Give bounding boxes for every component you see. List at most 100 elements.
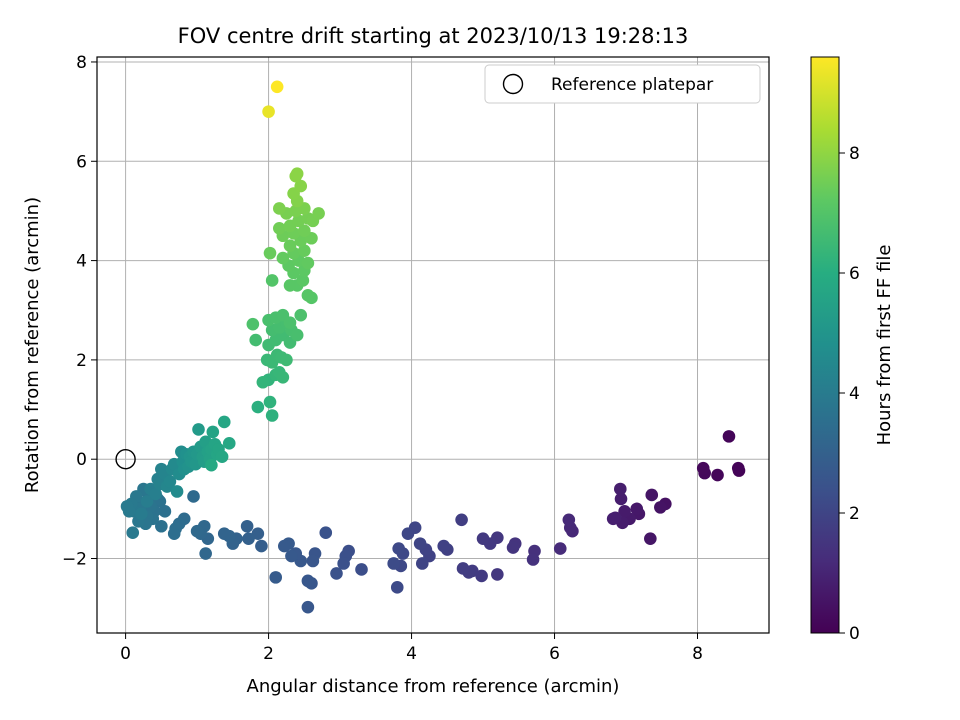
data-point [158, 505, 172, 518]
data-point [696, 461, 710, 475]
data-point [330, 567, 343, 580]
data-point [140, 495, 154, 508]
data-point [401, 527, 415, 540]
data-point [215, 450, 229, 464]
y-tick-label: 8 [76, 53, 87, 73]
data-point [280, 353, 293, 367]
y-axis-ticks: −2 0 2 4 6 8 [62, 53, 97, 570]
data-point [296, 274, 310, 287]
colorbar-tick-label: 8 [849, 144, 860, 164]
data-point [319, 526, 333, 539]
chart-title: FOV centre drift starting at 2023/10/13 … [178, 24, 689, 48]
data-point [290, 167, 304, 180]
x-tick-label: 2 [263, 644, 274, 664]
data-point [475, 569, 488, 583]
data-point [120, 500, 134, 513]
y-tick-label: 2 [76, 351, 87, 371]
data-point [306, 554, 320, 568]
data-point [301, 600, 315, 614]
data-point [269, 571, 283, 584]
data-point [222, 437, 236, 450]
data-point [240, 519, 254, 533]
data-point [526, 553, 540, 566]
data-point [262, 105, 275, 118]
data-point [413, 537, 427, 550]
data-point [491, 568, 504, 581]
data-point [506, 541, 520, 554]
data-point [276, 370, 290, 384]
data-point [618, 505, 631, 518]
x-axis-ticks: 0 2 4 6 8 [120, 633, 703, 664]
x-tick-label: 6 [549, 644, 560, 664]
data-point [251, 527, 265, 540]
gridlines [97, 57, 769, 633]
data-point [392, 542, 405, 555]
legend: Reference platepar [484, 64, 761, 104]
y-tick-label: 6 [76, 152, 87, 172]
data-point [645, 488, 659, 502]
data-point [312, 207, 325, 220]
colorbar-tick-label: 4 [849, 384, 860, 404]
data-point [206, 425, 220, 439]
data-point [126, 526, 140, 539]
data-point [553, 542, 567, 555]
data-point [170, 485, 184, 498]
plot-frame [96, 56, 770, 634]
data-point [276, 251, 290, 265]
data-point [283, 239, 297, 252]
data-point [390, 581, 404, 594]
data-point [415, 557, 429, 570]
reference-platepar-marker [115, 449, 136, 470]
data-point [190, 524, 204, 538]
data-point [614, 482, 627, 496]
data-point [199, 547, 212, 560]
data-point [278, 539, 291, 553]
colorbar-ticks: 0 2 4 6 8 [839, 144, 860, 644]
x-tick-label: 4 [406, 644, 417, 664]
data-point [155, 519, 168, 533]
data-point [644, 532, 657, 545]
data-point [606, 512, 620, 526]
data-point [283, 279, 297, 292]
data-point [192, 423, 205, 436]
data-point [246, 317, 260, 331]
colorbar-tick-label: 6 [849, 264, 860, 284]
data-point [285, 549, 298, 563]
data-point [242, 532, 255, 545]
y-tick-label: 4 [76, 252, 87, 272]
data-point [387, 557, 400, 570]
data-point [654, 501, 667, 514]
data-point [301, 256, 315, 270]
data-point [298, 244, 311, 257]
data-point [205, 458, 218, 472]
data-points [120, 80, 746, 614]
data-point [135, 507, 148, 521]
data-point [256, 375, 270, 389]
colorbar-label: Hours from first FF file [874, 245, 895, 446]
data-point [337, 557, 350, 570]
data-point [167, 527, 181, 540]
colorbar-tick-label: 2 [849, 504, 860, 524]
data-point [263, 246, 277, 260]
x-tick-label: 8 [692, 644, 703, 664]
data-point [187, 490, 200, 503]
legend-label-reference: Reference platepar [551, 75, 713, 95]
x-tick-label: 0 [120, 644, 131, 664]
data-point [294, 308, 308, 322]
data-point [270, 80, 284, 94]
data-point [255, 539, 268, 553]
data-point [149, 487, 162, 501]
data-point [630, 502, 644, 516]
data-point [455, 513, 468, 527]
data-point [217, 527, 231, 540]
data-point [614, 492, 628, 506]
data-point [298, 224, 311, 238]
data-point [722, 430, 736, 443]
data-point [272, 202, 286, 215]
data-point [294, 179, 308, 193]
x-axis-label: Angular distance from reference (arcmin) [247, 676, 620, 697]
data-point [163, 475, 177, 488]
data-point [355, 563, 368, 576]
y-tick-label: −2 [62, 550, 87, 570]
